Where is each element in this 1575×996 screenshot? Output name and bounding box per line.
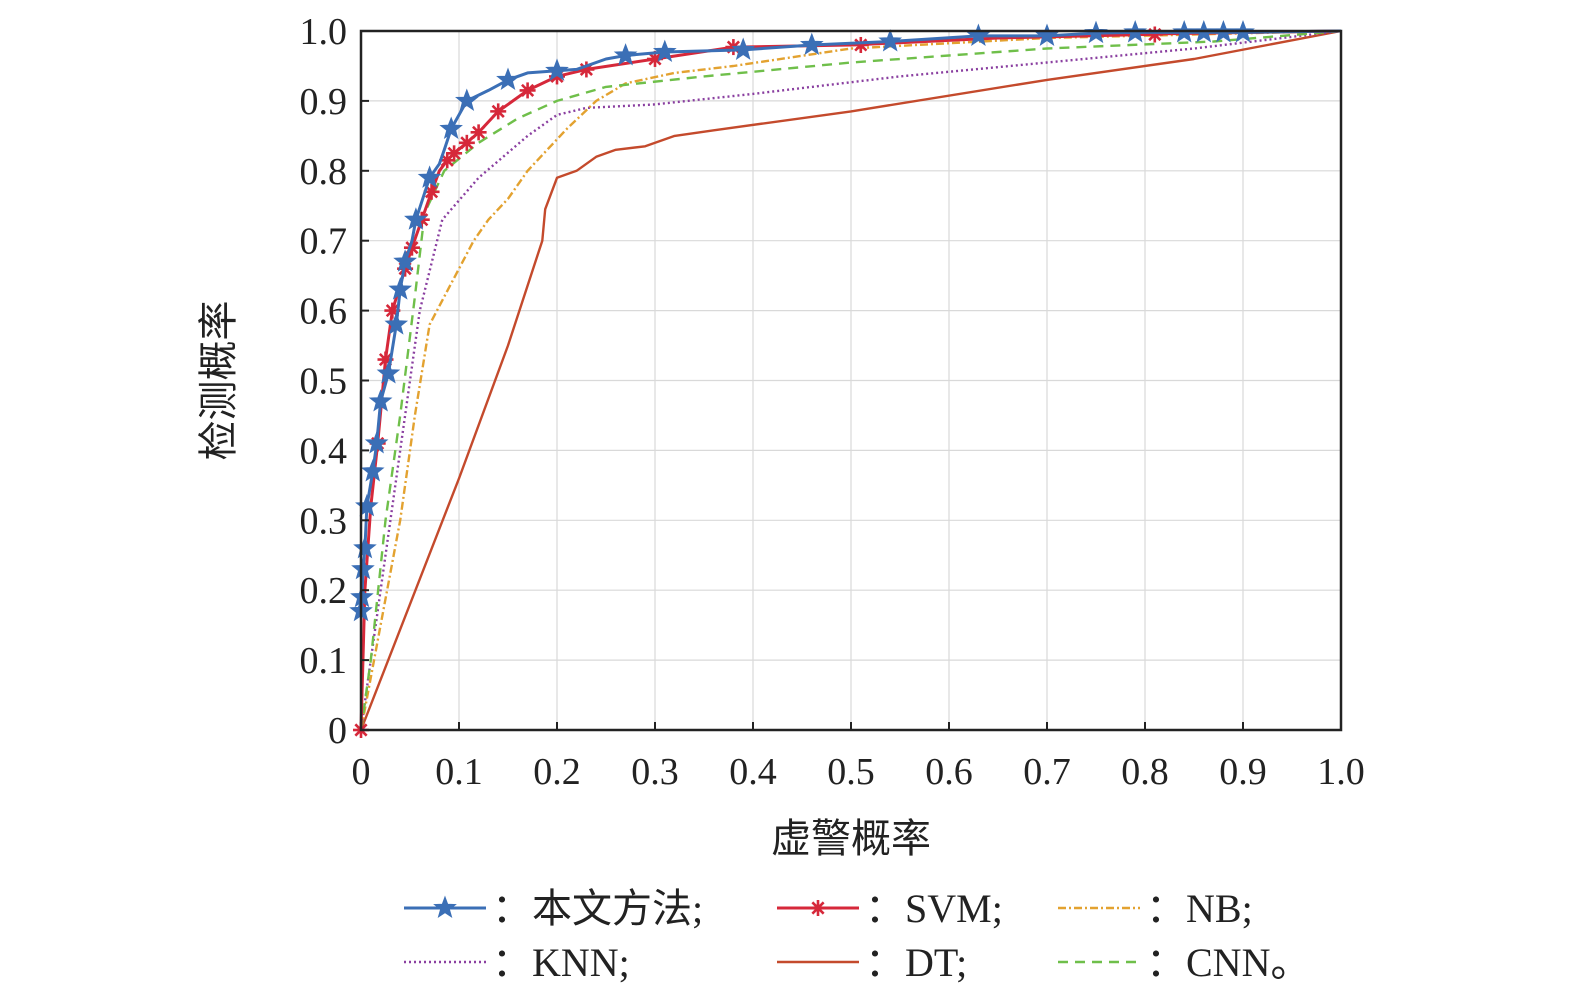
- y-tick-label: 0.5: [300, 361, 348, 403]
- y-axis-title: 检测概率: [196, 301, 242, 461]
- data-point-marker: [393, 249, 417, 272]
- data-point-marker: [652, 39, 677, 63]
- legend-item: ：本文方法;: [404, 886, 703, 931]
- legend-label: ：CNN。: [1146, 940, 1310, 985]
- data-point-marker: [364, 430, 389, 454]
- data-point-marker: [458, 134, 475, 151]
- data-point-marker: [731, 37, 756, 60]
- x-tick-label: 0.3: [631, 751, 679, 793]
- series-layer: [349, 19, 1342, 738]
- series-line: [359, 29, 1342, 731]
- data-point-marker: [470, 124, 487, 141]
- data-point-marker: [578, 61, 595, 78]
- data-point-marker: [355, 493, 379, 517]
- legend-label: ：本文方法;: [492, 886, 703, 931]
- y-tick-label: 0.7: [300, 221, 348, 263]
- data-point-marker: [1035, 23, 1059, 46]
- y-tick-label: 0.8: [300, 151, 348, 193]
- legend-marker: [433, 895, 457, 919]
- x-tick-label: 0.5: [827, 751, 875, 793]
- y-axis-ticks: 0 0.1 0.2 0.3 0.4 0.5 0.6 0.7 0.8 0.9 1.0: [300, 11, 369, 752]
- y-tick-label: 0.3: [300, 500, 348, 542]
- x-tick-label: 0.9: [1219, 751, 1267, 793]
- legend-marker: [810, 900, 826, 916]
- data-point-marker: [376, 361, 401, 384]
- legend-label: ：SVM;: [865, 886, 1003, 931]
- data-point-marker: [439, 116, 463, 139]
- data-point-marker: [360, 458, 385, 482]
- data-point-marker: [384, 312, 409, 335]
- data-point-marker: [852, 36, 869, 53]
- x-tick-label: 0.8: [1121, 751, 1169, 793]
- series-line: [359, 29, 1342, 731]
- x-tick-label: 1.0: [1317, 751, 1365, 793]
- legend: ：本文方法; ：SVM; ：NB; ：KNN; ：DT; ：CNN。: [404, 886, 1310, 985]
- data-point-marker: [404, 207, 428, 230]
- data-point-marker: [446, 145, 463, 162]
- x-tick-label: 0.7: [1023, 751, 1071, 793]
- data-point-marker: [388, 277, 413, 300]
- data-point-marker: [613, 43, 638, 66]
- x-tick-label: 0.2: [533, 751, 581, 793]
- x-tick-label: 0.1: [435, 751, 483, 793]
- data-point-marker: [799, 32, 824, 56]
- x-tick-label: 0.4: [729, 751, 777, 793]
- data-point-marker: [353, 535, 377, 559]
- data-point-marker: [496, 67, 520, 90]
- y-tick-label: 0: [328, 710, 347, 752]
- series-5: [359, 29, 1342, 731]
- data-point-marker: [490, 103, 507, 120]
- x-axis-ticks: 0 0.1 0.2 0.3 0.4 0.5 0.6 0.7 0.8 0.9 1.0: [352, 722, 1365, 793]
- y-tick-label: 1.0: [300, 11, 348, 53]
- series-1: [353, 26, 1342, 738]
- data-point-marker: [1146, 26, 1163, 43]
- data-point-marker: [368, 389, 393, 412]
- series-4: [359, 29, 1342, 731]
- data-point-marker: [966, 23, 991, 46]
- data-point-marker: [545, 58, 569, 81]
- legend-item: ：DT;: [777, 940, 967, 985]
- legend-item: ：SVM;: [777, 886, 1003, 931]
- y-tick-label: 0.6: [300, 291, 348, 333]
- data-point-marker: [351, 556, 375, 580]
- y-tick-label: 0.2: [300, 570, 348, 612]
- legend-item: ：CNN。: [1058, 940, 1310, 985]
- legend-item: ：KNN;: [404, 940, 630, 985]
- x-tick-label: 0: [352, 751, 371, 793]
- series-2: [359, 29, 1342, 731]
- grid: [361, 31, 1341, 730]
- data-point-marker: [519, 82, 536, 99]
- legend-label: ：KNN;: [492, 940, 630, 985]
- x-axis-title: 虚警概率: [771, 816, 931, 862]
- data-point-marker: [878, 29, 903, 52]
- data-point-marker: [455, 88, 479, 111]
- y-tick-label: 0.1: [300, 640, 348, 682]
- legend-label: ：NB;: [1146, 886, 1253, 931]
- series-line: [359, 29, 1342, 731]
- legend-label: ：DT;: [865, 940, 967, 985]
- legend-item: ：NB;: [1058, 886, 1253, 931]
- data-point-marker: [417, 165, 442, 188]
- y-tick-label: 0.9: [300, 81, 348, 123]
- y-tick-label: 0.4: [300, 430, 348, 472]
- x-tick-label: 0.6: [925, 751, 973, 793]
